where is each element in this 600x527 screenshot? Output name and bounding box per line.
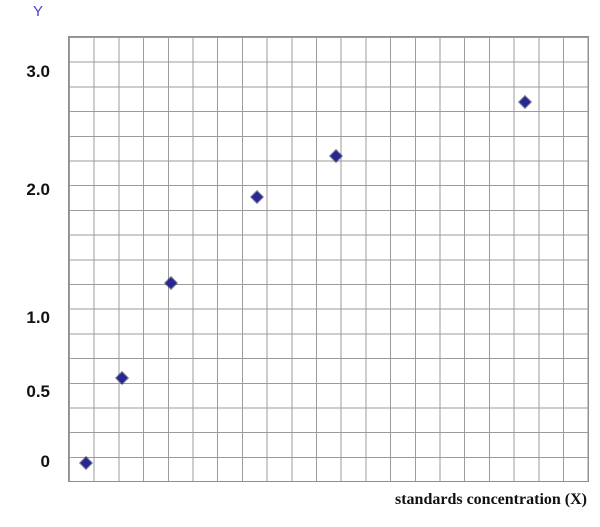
data-point-diamond [251, 191, 263, 203]
y-axis-tick-labels: 3.0 2.0 1.0 0.5 0 [0, 36, 60, 480]
y-tick-label: 3.0 [26, 61, 50, 81]
y-tick-label: 1.0 [26, 307, 50, 327]
y-tick-label: 0 [40, 451, 50, 471]
data-point-diamond [80, 457, 92, 469]
data-point-diamond [519, 96, 531, 108]
data-point-diamond [165, 277, 177, 289]
data-point-diamond [330, 150, 342, 162]
data-point-diamond [116, 372, 128, 384]
plot-area [68, 36, 589, 482]
x-axis-title: standards concentration (X) [395, 491, 587, 508]
y-tick-label: 2.0 [26, 180, 50, 200]
y-axis-title: Y [33, 3, 44, 20]
y-tick-label: 0.5 [26, 382, 50, 402]
